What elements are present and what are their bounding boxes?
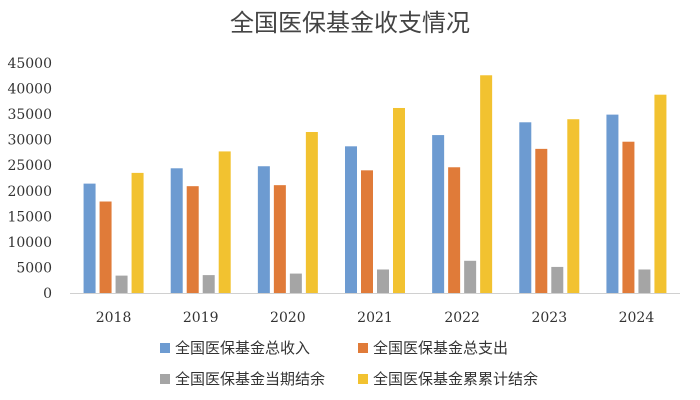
x-tick-label: 2024	[619, 310, 655, 326]
x-tick-label: 2019	[183, 310, 219, 326]
y-tick-label: 35000	[7, 107, 52, 123]
bar-2024-series-4	[654, 94, 667, 293]
bar-2020-series-1	[257, 166, 270, 293]
bar-2020-series-2	[273, 185, 286, 293]
y-tick-label: 45000	[7, 56, 52, 72]
legend-swatch	[160, 343, 170, 353]
y-tick-label: 10000	[7, 235, 52, 251]
legend-swatch	[358, 343, 368, 353]
legend-swatch	[358, 374, 368, 384]
bars	[83, 75, 667, 294]
bar-2022-series-3	[464, 260, 477, 293]
y-tick-label: 40000	[7, 82, 52, 98]
bar-2020-series-4	[305, 132, 318, 293]
bar-2024-series-3	[638, 269, 651, 293]
bar-2022-series-1	[432, 135, 445, 293]
bar-2024-series-1	[606, 114, 619, 294]
bar-2019-series-2	[186, 186, 199, 293]
bar-2021-series-4	[393, 107, 405, 293]
bar-2023-series-1	[519, 122, 532, 293]
legend-label: 全国医保基金累累计结余	[373, 370, 538, 388]
legend-item: 全国医保基金累累计结余	[358, 370, 538, 388]
y-axis: 0 5000 10000 15000 20000 25000 30000 35000 40000…	[7, 56, 52, 302]
legend-item: 全国医保基金当期结余	[160, 370, 325, 388]
bar-2021-series-1	[345, 146, 357, 293]
bar-2022-series-2	[448, 167, 461, 293]
x-tick-label: 2020	[270, 310, 306, 326]
bar-2024-series-2	[622, 141, 635, 293]
legend-label: 全国医保基金总支出	[373, 339, 508, 357]
bar-2018-series-4	[131, 172, 144, 293]
legend-swatch	[160, 374, 170, 384]
bar-2023-series-2	[535, 148, 548, 293]
y-tick-label: 0	[43, 286, 52, 302]
bar-2018-series-2	[99, 201, 112, 293]
legend-item: 全国医保基金总收入	[160, 339, 310, 357]
x-tick-label: 2021	[357, 310, 393, 326]
bar-2019-series-4	[218, 151, 231, 293]
bar-2018-series-1	[83, 183, 96, 293]
bar-2021-series-2	[361, 170, 373, 293]
bar-2019-series-3	[202, 275, 215, 293]
legend-label: 全国医保基金当期结余	[175, 370, 325, 388]
bar-2018-series-3	[115, 275, 128, 293]
bar-2020-series-3	[289, 273, 302, 293]
bar-2019-series-1	[170, 168, 183, 293]
bar-2023-series-3	[551, 266, 564, 293]
y-tick-label: 30000	[7, 133, 52, 149]
chart-title: 全国医保基金收支情况	[230, 9, 470, 37]
legend-item: 全国医保基金总支出	[358, 339, 508, 357]
x-tick-label: 2023	[531, 310, 567, 326]
x-axis: 2018 2019 2020 2021 2022 2023 2024	[96, 310, 655, 326]
y-tick-label: 25000	[7, 158, 52, 174]
y-tick-label: 15000	[7, 209, 52, 225]
bar-2021-series-3	[377, 269, 389, 293]
x-tick-label: 2018	[96, 310, 132, 326]
bar-2022-series-4	[480, 75, 493, 294]
y-tick-label: 5000	[16, 260, 52, 276]
x-tick-label: 2022	[444, 310, 480, 326]
legend-label: 全国医保基金总收入	[175, 339, 310, 357]
bar-2023-series-4	[567, 119, 580, 293]
y-tick-label: 20000	[7, 184, 52, 200]
